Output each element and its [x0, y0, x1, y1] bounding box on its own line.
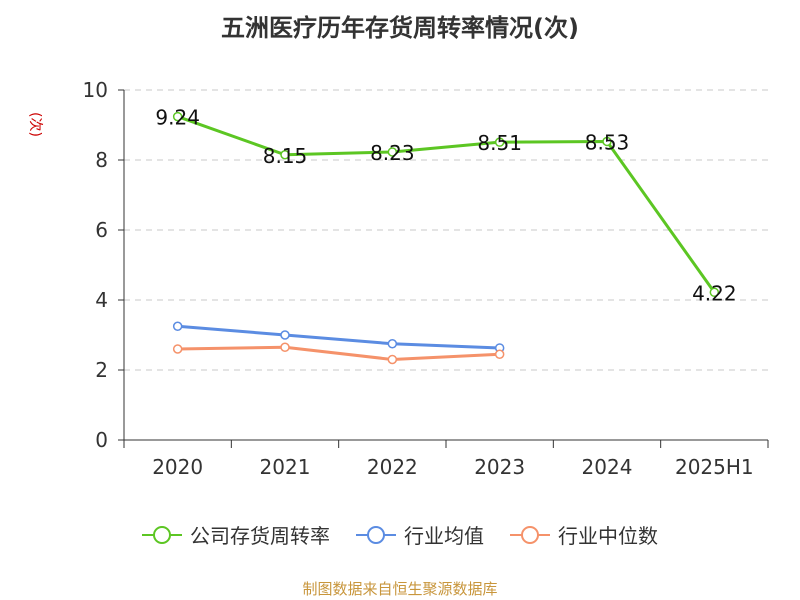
legend-item-industry-mean[interactable]: 行业均值: [356, 520, 484, 549]
data-point: [709, 287, 720, 298]
series-line: [177, 115, 716, 294]
data-label: 8.51: [477, 131, 522, 155]
x-tick-label: 2020: [152, 455, 203, 479]
legend-item-industry-median[interactable]: 行业中位数: [510, 520, 658, 549]
legend-item-company[interactable]: 公司存货周转率: [142, 520, 330, 549]
legend-label-industry-median: 行业中位数: [558, 524, 658, 548]
data-point: [280, 342, 290, 352]
y-tick-label: 8: [95, 148, 108, 172]
data-label: 9.24: [155, 106, 200, 130]
data-label: 8.15: [263, 144, 308, 168]
x-tick-label: 2022: [367, 455, 418, 479]
x-tick-label: 2025H1: [675, 455, 754, 479]
x-tick-label: 2023: [474, 455, 525, 479]
y-tick-label: 0: [95, 428, 108, 452]
legend-label-company: 公司存货周转率: [190, 524, 330, 548]
data-point: [494, 137, 505, 147]
data-source-note: 制图数据来自恒生聚源数据库: [302, 580, 498, 598]
legend-label-industry-mean: 行业均值: [404, 524, 484, 548]
data-point: [172, 344, 183, 354]
data-label: 8.23: [370, 141, 415, 165]
data-point: [494, 349, 505, 359]
data-point: [280, 330, 290, 340]
data-point: [387, 339, 398, 349]
data-point: [172, 321, 183, 331]
legend-marker-icon: [142, 525, 182, 544]
series-0: 9.24 8.15 8.23 8.51 8.53 4.22: [155, 106, 736, 306]
series-2: [172, 342, 505, 365]
data-point: [172, 111, 183, 122]
data-point: [387, 354, 398, 365]
series-line: [177, 324, 500, 350]
x-tick-label: 2024: [582, 455, 633, 479]
chart-title: 五洲医疗历年存货周转率情况(次): [221, 14, 579, 42]
data-point: [387, 147, 398, 157]
y-tick-label: 10: [83, 78, 108, 102]
legend-marker-icon: [510, 525, 550, 544]
y-tick-label: 2: [95, 358, 108, 382]
y-tick-label: 6: [95, 218, 108, 242]
data-label: 8.53: [585, 130, 630, 154]
data-label: 4.22: [692, 281, 737, 305]
data-point: [280, 150, 290, 160]
y-tick-label: 4: [95, 288, 108, 312]
legend-marker-icon: [356, 525, 396, 544]
series-line: [177, 345, 500, 361]
legend: 公司存货周转率 行业均值 行业中位数: [0, 520, 800, 549]
x-tick-label: 2021: [260, 455, 311, 479]
data-point: [602, 136, 612, 147]
